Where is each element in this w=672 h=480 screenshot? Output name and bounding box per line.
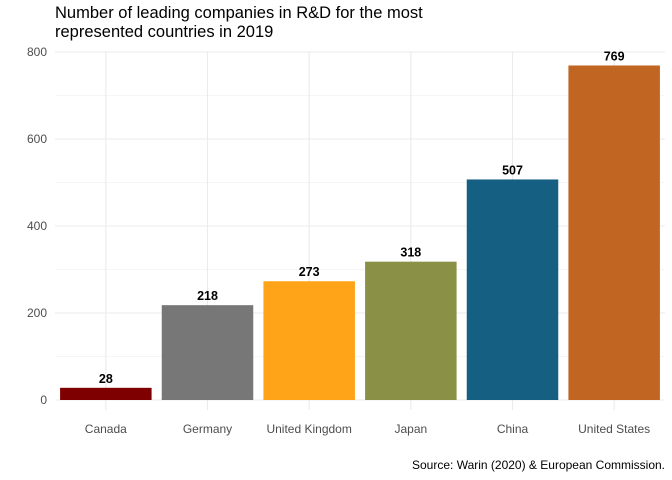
y-axis: 0 200 400 600 800 (27, 45, 47, 407)
chart-title: Number of leading companies in R&D for t… (55, 4, 495, 42)
data-label: 28 (99, 372, 113, 386)
bar-united-states (568, 65, 660, 401)
data-label: 769 (604, 49, 625, 63)
x-tick-label: Canada (85, 422, 127, 436)
bar-germany (161, 305, 254, 400)
y-tick-label: 200 (27, 306, 47, 320)
x-tick-label: Japan (394, 422, 427, 436)
data-label: 218 (197, 289, 218, 303)
chart-title-line-2: represented countries in 2019 (55, 23, 274, 41)
bars (60, 65, 660, 401)
x-tick-label: United States (578, 422, 650, 436)
y-tick-label: 600 (27, 132, 47, 146)
y-tick-label: 800 (27, 45, 47, 59)
bar-china (466, 179, 559, 400)
data-label: 273 (299, 265, 320, 279)
data-label: 507 (502, 163, 523, 177)
chart-caption: Source: Warin (2020) & European Commissi… (412, 458, 665, 472)
bar-united-kingdom (263, 281, 355, 400)
x-tick-label: Germany (183, 422, 232, 436)
x-axis: Canada Germany United Kingdom Japan China Uni… (85, 422, 650, 436)
y-tick-label: 400 (27, 219, 47, 233)
y-tick-label: 0 (40, 393, 47, 407)
x-tick-label: China (497, 422, 529, 436)
data-labels: 28 218 273 318 507 769 (99, 49, 625, 385)
x-tick-label: United Kingdom (266, 422, 351, 436)
data-label: 318 (400, 246, 421, 260)
chart-title-line-1: Number of leading companies in R&D for t… (55, 4, 423, 22)
bar-japan (365, 261, 457, 400)
bar-canada (60, 387, 152, 400)
